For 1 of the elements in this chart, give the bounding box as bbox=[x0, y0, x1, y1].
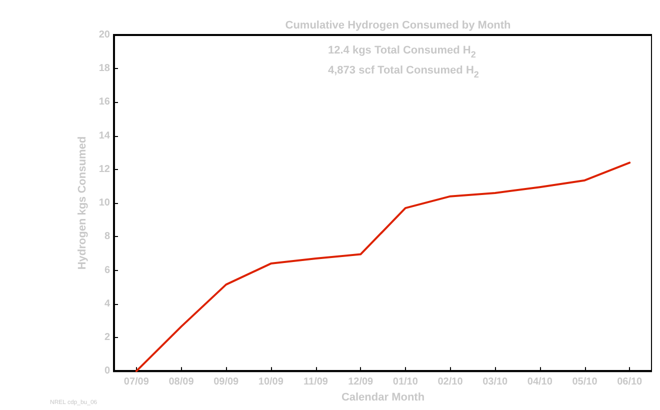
line-series bbox=[135, 162, 631, 372]
